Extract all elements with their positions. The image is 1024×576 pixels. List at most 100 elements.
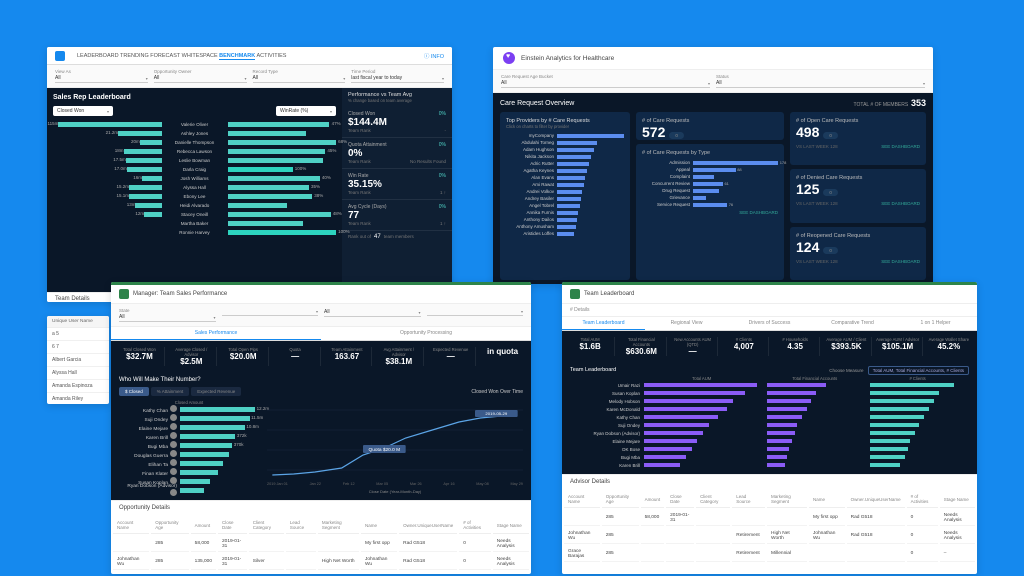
col-header[interactable]: Close Date xyxy=(666,491,694,508)
provider-bar[interactable]: Aristides Loffes xyxy=(506,230,624,237)
filter-opportunity-owner[interactable]: Opportunity OwnerAll▾ xyxy=(154,69,247,83)
advisor-row[interactable]: Ryan Dobson (Advisor) xyxy=(570,429,969,437)
mgr-filter[interactable]: StateAll▾ xyxy=(119,308,216,322)
col-header[interactable]: Lead Source xyxy=(732,491,765,508)
list-item[interactable]: Amanda Riley xyxy=(47,393,109,404)
subtab[interactable]: Team Leaderboard xyxy=(562,317,645,330)
filter-time-period[interactable]: Time Periodlast fiscal year to today▾ xyxy=(351,69,444,83)
col-header[interactable]: Amount xyxy=(641,491,665,508)
rep-bar[interactable]: Bugi Mba370k xyxy=(119,441,259,450)
provider-bar[interactable]: Adric Rutter xyxy=(506,160,624,167)
toggle-pill[interactable]: Expected Revenue xyxy=(191,387,241,396)
table-row[interactable]: Johnathan Wu285135,0002019-01-31SilverHi… xyxy=(113,554,529,570)
col-header[interactable]: Owner.UniqueUserName xyxy=(399,517,457,534)
tab-forecast[interactable]: FORECAST xyxy=(150,53,180,59)
col-header[interactable]: Client Category xyxy=(696,491,730,508)
type-bar[interactable]: Admission178 xyxy=(642,159,778,166)
col-header[interactable]: Lead Source xyxy=(286,517,316,534)
provider-bar[interactable]: Andrey Basiler xyxy=(506,195,624,202)
provider-bar[interactable]: Abdulahi Torneg xyxy=(506,139,624,146)
advisor-row[interactable]: Melody Hobson xyxy=(570,397,969,405)
metric-dropdown-1[interactable]: Closed Won▾ xyxy=(53,106,113,116)
metric-dropdown-2[interactable]: WinRate (%)▾ xyxy=(276,106,336,116)
provider-bar[interactable]: Anthony Amusham xyxy=(506,223,624,230)
rep-bar[interactable]: Elihan Ta xyxy=(119,459,259,468)
mgr-filter[interactable]: ▾ xyxy=(427,308,524,322)
subtab[interactable]: 1 on 1 Helper xyxy=(894,317,977,330)
see-dashboard-link[interactable]: SEE DASHBOARD xyxy=(739,210,778,215)
col-header[interactable]: Opportunity Age xyxy=(151,517,188,534)
advisor-row[interactable]: Karen Brill xyxy=(570,461,969,469)
type-bar[interactable]: Complaint xyxy=(642,173,778,180)
see-dashboard-link[interactable]: SEE DASHBOARD xyxy=(881,201,920,206)
see-dashboard-link[interactable]: SEE DASHBOARD xyxy=(881,144,920,149)
table-row[interactable]: Johnathan Wu285RetirementHigh Net WorthJ… xyxy=(564,528,975,544)
provider-bar[interactable]: Agatha Keynes xyxy=(506,167,624,174)
tab-benchmark[interactable]: BENCHMARK xyxy=(219,53,255,60)
rep-bar[interactable]: Kathy Chan12.2m xyxy=(119,405,259,414)
col-header[interactable]: Account Name xyxy=(564,491,600,508)
col-header[interactable]: Stage Name xyxy=(493,517,529,534)
rep-bar[interactable]: Karen Brill372k xyxy=(119,432,259,441)
table-row[interactable]: 28558,0002019-01-31My first oppRad G5180… xyxy=(113,536,529,552)
col-header[interactable]: # of Activities xyxy=(907,491,938,508)
tab-trending[interactable]: TRENDING xyxy=(120,53,149,59)
filter-record-type[interactable]: Record TypeAll▾ xyxy=(253,69,346,83)
mgr-filter[interactable]: ▾ xyxy=(222,308,319,322)
type-bar[interactable]: Concurrent Review61 xyxy=(642,180,778,187)
mgr-filter[interactable]: All▾ xyxy=(324,308,421,322)
filter-view-as[interactable]: View AsAll▾ xyxy=(55,69,148,83)
col-header[interactable]: Close Date xyxy=(218,517,247,534)
toggle-pill[interactable]: $ Closed xyxy=(119,387,149,396)
subtab[interactable]: Opportunity Processing xyxy=(321,327,531,340)
table-row[interactable]: Grace Barajas285135,0002019-01-31Platinu… xyxy=(113,572,529,574)
table-row[interactable]: Grace Barajas285RetirementMillennial0– xyxy=(564,546,975,562)
list-item[interactable]: Albert Garcia xyxy=(47,354,109,367)
info-link[interactable]: ⓘ INFO xyxy=(424,52,444,60)
metric-selector[interactable]: Total AUM, Total Financial Accounts, # C… xyxy=(868,366,969,375)
type-bar[interactable]: Grievance xyxy=(642,194,778,201)
provider-bar[interactable]: Andrei Volkov xyxy=(506,188,624,195)
col-header[interactable]: # of Activities xyxy=(459,517,491,534)
col-header[interactable]: Owner.UniqueUserName xyxy=(847,491,905,508)
col-header[interactable]: Marketing Segment xyxy=(767,491,807,508)
hc-filter[interactable]: Care Request Age BucketAll▾ xyxy=(501,74,710,88)
col-header[interactable]: Stage Name xyxy=(940,491,975,508)
provider-bar[interactable]: myCompany xyxy=(506,132,624,139)
list-item[interactable]: 6 7 xyxy=(47,341,109,354)
see-dashboard-link[interactable]: SEE DASHBOARD xyxy=(881,259,920,264)
col-header[interactable]: Account Name xyxy=(113,517,149,534)
col-header[interactable]: Marketing Segment xyxy=(318,517,359,534)
provider-bar[interactable]: Angel Tobrel xyxy=(506,202,624,209)
subtab[interactable]: Drivers of Success xyxy=(728,317,811,330)
toggle-pill[interactable]: % Attainment xyxy=(151,387,190,396)
col-header[interactable]: Amount xyxy=(191,517,216,534)
list-item[interactable]: Amanda Espinoza xyxy=(47,380,109,393)
tab-whitespace[interactable]: WHITESPACE xyxy=(182,53,218,59)
rep-bar[interactable]: Ryan Dobson (Advisor) xyxy=(119,486,259,495)
col-header[interactable]: Opportunity Age xyxy=(602,491,639,508)
list-item[interactable]: a 5 xyxy=(47,328,109,341)
subtab[interactable]: Comparative Trend xyxy=(811,317,894,330)
col-header[interactable]: Client Category xyxy=(249,517,284,534)
advisor-row[interactable]: DK Bose xyxy=(570,445,969,453)
subtab[interactable]: Regional View xyxy=(645,317,728,330)
provider-bar[interactable]: Ami Rawat xyxy=(506,181,624,188)
provider-bar[interactable]: Alan Evans xyxy=(506,174,624,181)
subtab[interactable]: Sales Performance xyxy=(111,327,321,340)
rep-bar[interactable]: Douglas Guerra xyxy=(119,450,259,459)
table-row[interactable]: 28558,0002019-01-31My first oppRad G5180… xyxy=(564,510,975,526)
col-header[interactable]: Name xyxy=(361,517,397,534)
tab-activities[interactable]: ACTIVITIES xyxy=(256,53,286,59)
line-chart[interactable]: Quota $20.0 M 2019-05-29 2019 Jan 01Jan … xyxy=(267,400,523,484)
advisor-row[interactable]: Karen McDonald xyxy=(570,405,969,413)
provider-bar[interactable]: Adam Hughson xyxy=(506,146,624,153)
advisor-row[interactable]: Elaine Mejare xyxy=(570,437,969,445)
list-item[interactable]: Alyssa Hall xyxy=(47,367,109,380)
tab-leaderboard[interactable]: LEADERBOARD xyxy=(77,53,119,59)
hc-filter[interactable]: StatusAll▾ xyxy=(716,74,925,88)
advisor-row[interactable]: Bugi Mba xyxy=(570,453,969,461)
provider-bar[interactable]: Nikita Jackson xyxy=(506,153,624,160)
type-bar[interactable]: Appeal88 xyxy=(642,166,778,173)
provider-bar[interactable]: Annika Furnis xyxy=(506,209,624,216)
